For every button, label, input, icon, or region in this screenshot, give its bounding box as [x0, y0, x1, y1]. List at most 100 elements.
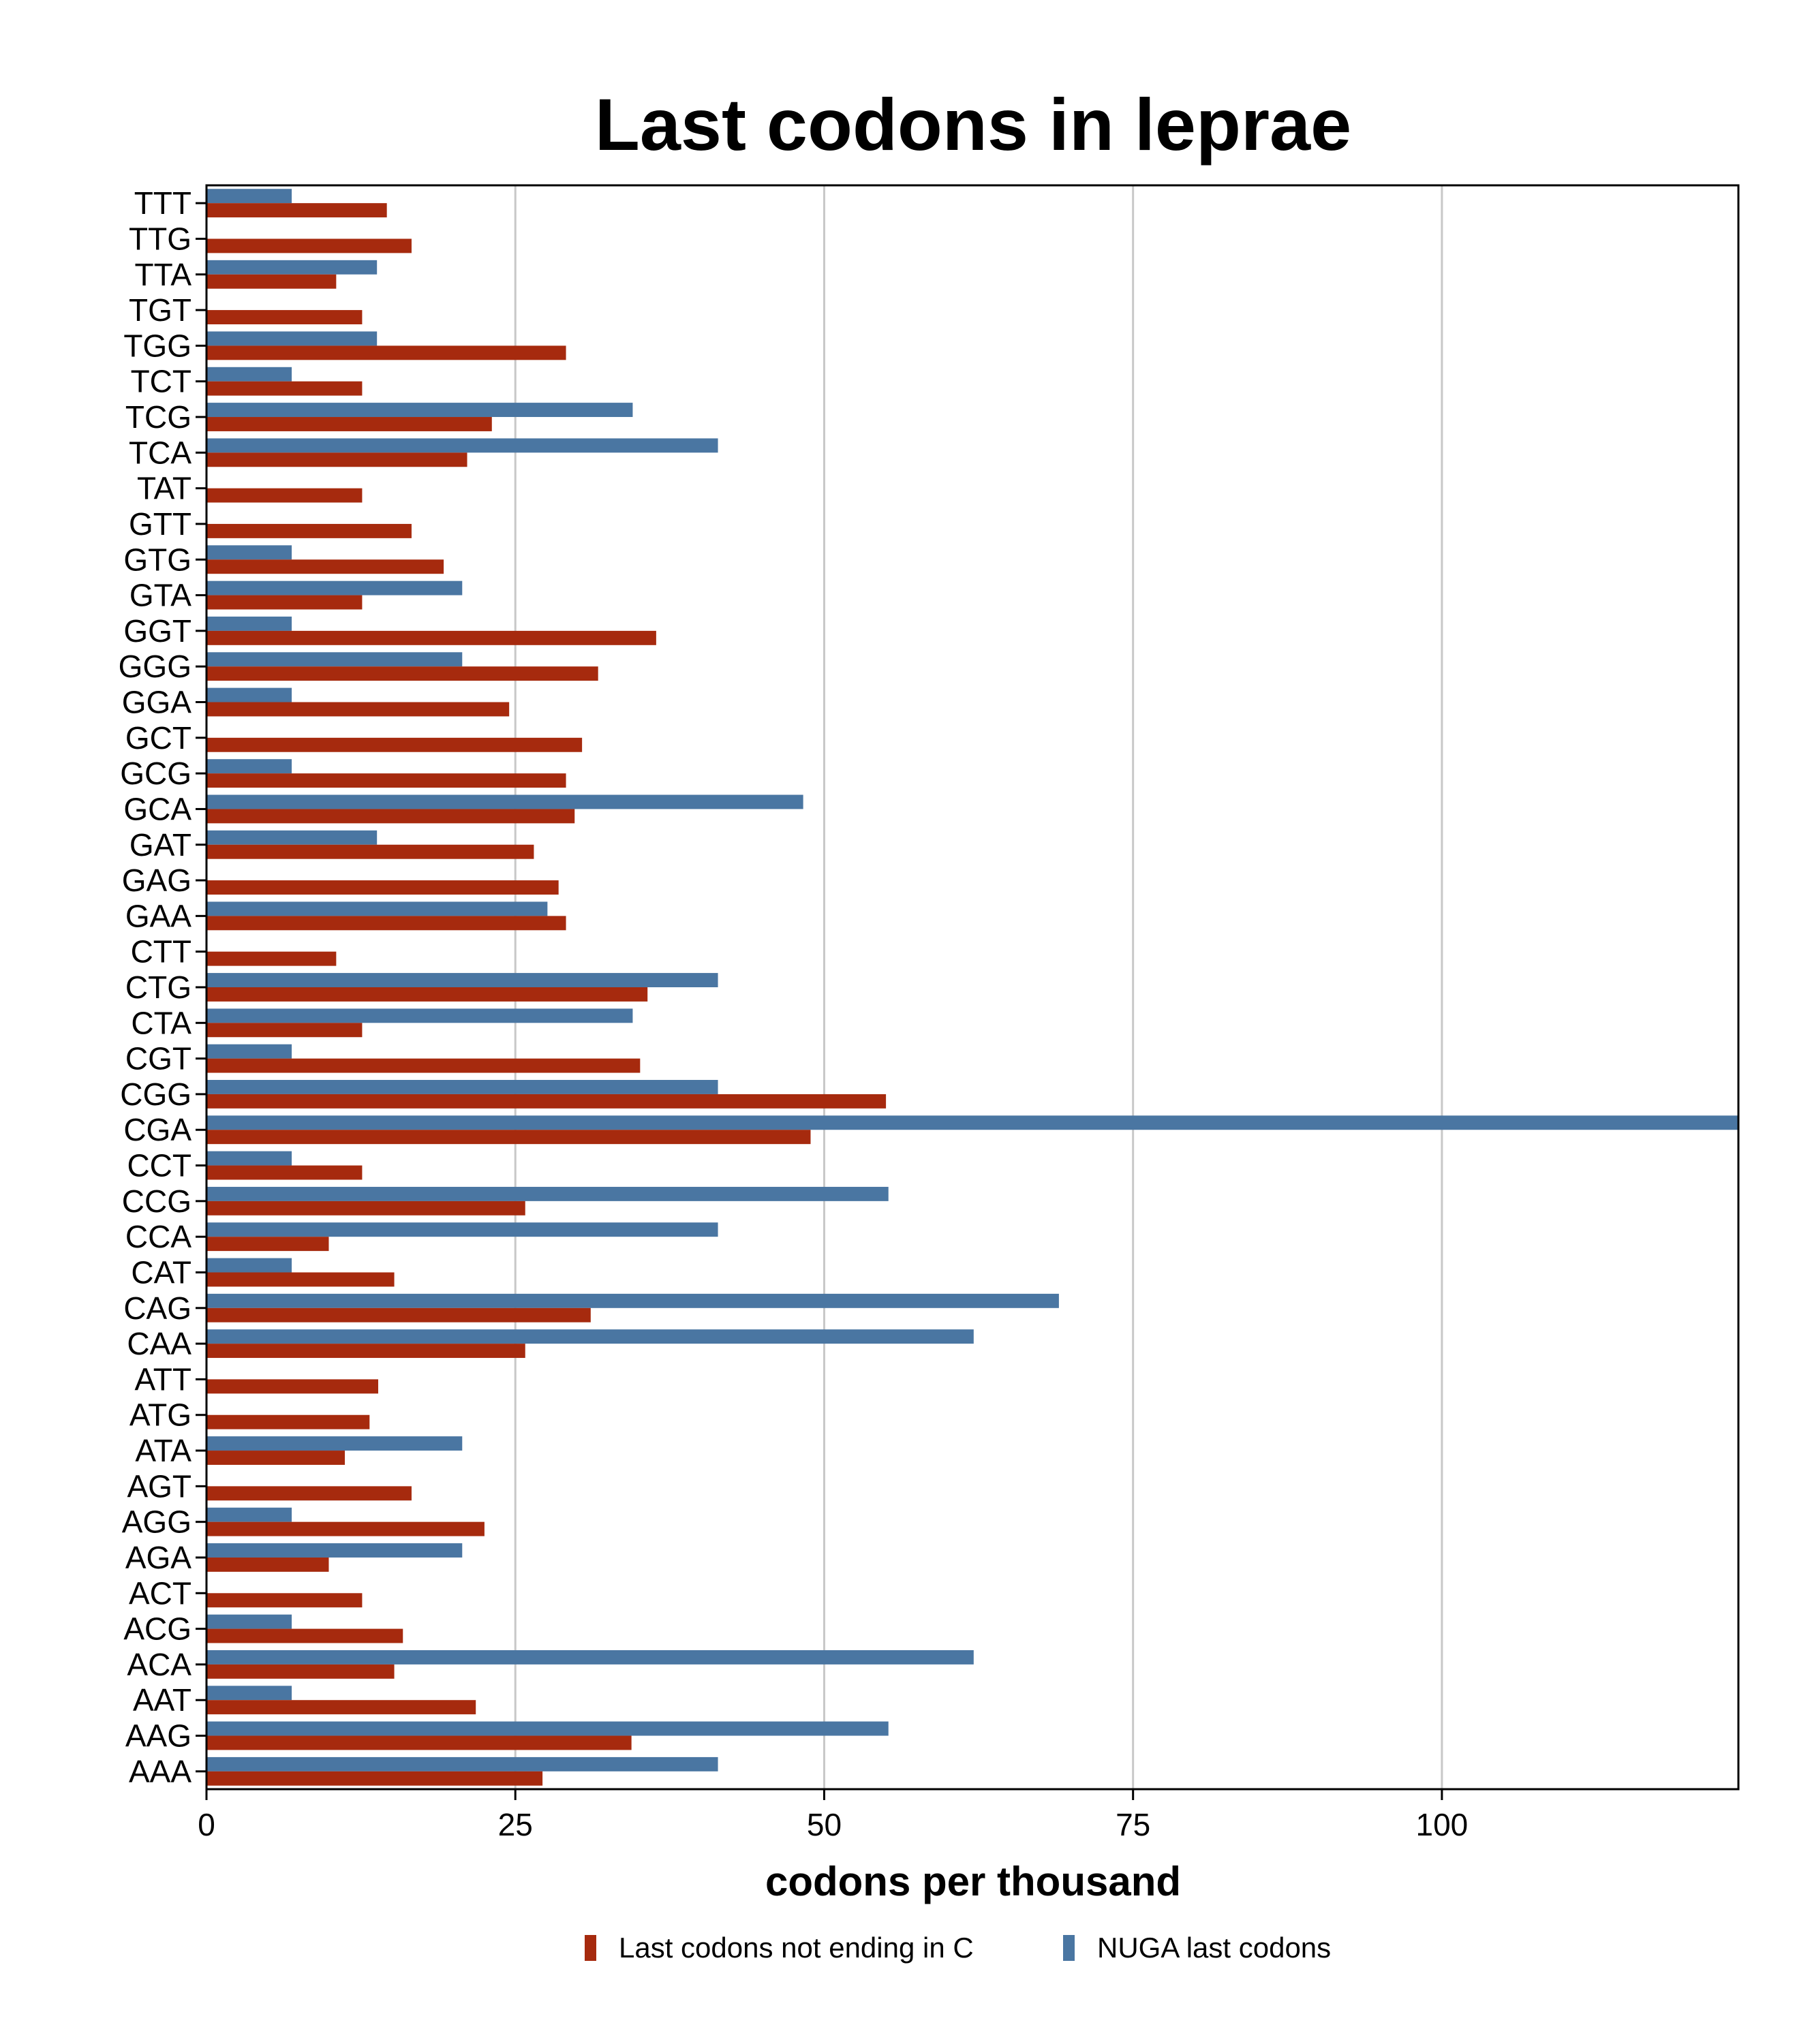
bar-nuga-GGA [206, 687, 292, 702]
bar-not-ending-c-TTT [206, 203, 387, 218]
bar-not-ending-c-TTA [206, 274, 337, 289]
bar-nuga-CCT [206, 1151, 292, 1166]
bar-not-ending-c-AAT [206, 1700, 476, 1715]
bar-not-ending-c-GAT [206, 844, 534, 859]
bar-nuga-GCG [206, 759, 292, 774]
y-tick-label: ATT [135, 1361, 191, 1397]
bar-not-ending-c-GGG [206, 666, 598, 681]
bar-not-ending-c-ATT [206, 1379, 378, 1394]
y-tick-label: CCA [125, 1219, 191, 1254]
bar-nuga-GCA [206, 794, 803, 809]
x-tick-label: 75 [1116, 1807, 1150, 1842]
bar-not-ending-c-AGG [206, 1521, 485, 1536]
x-axis-ticks: 0 25 50 75 100 [198, 1789, 1468, 1842]
legend: Last codons not ending in C NUGA last cod… [585, 1932, 1331, 1964]
y-tick-label: AAG [125, 1718, 191, 1754]
bar-not-ending-c-ATA [206, 1451, 345, 1465]
bar-nuga-TCG [206, 403, 633, 418]
legend-label: NUGA last codons [1097, 1932, 1331, 1964]
x-tick-label: 50 [807, 1807, 842, 1842]
bar-not-ending-c-TCT [206, 381, 363, 396]
y-tick-label: CTA [131, 1005, 191, 1040]
bar-not-ending-c-GTG [206, 559, 444, 574]
bar-nuga-CAA [206, 1329, 974, 1344]
bar-not-ending-c-GGT [206, 630, 656, 645]
bar-not-ending-c-CCG [206, 1201, 525, 1215]
bar-nuga-GAT [206, 830, 378, 845]
legend-label: Last codons not ending in C [619, 1932, 974, 1964]
bar-not-ending-c-GTA [206, 595, 363, 610]
y-tick-label: ATA [135, 1433, 191, 1468]
bar-nuga-TGG [206, 331, 378, 346]
y-tick-label: CAG [123, 1290, 191, 1326]
y-tick-label: TAT [137, 471, 191, 506]
y-tick-label: TCA [129, 435, 191, 470]
legend-swatch [585, 1935, 596, 1961]
bar-nuga-TCA [206, 438, 718, 453]
bar-nuga-AAT [206, 1686, 292, 1701]
y-tick-label: TGG [123, 328, 191, 363]
bar-nuga-CAT [206, 1258, 292, 1273]
y-tick-label: CTG [125, 970, 191, 1005]
bar-not-ending-c-CAG [206, 1307, 591, 1322]
bar-not-ending-c-CTG [206, 987, 648, 1002]
bar-nuga-AAG [206, 1721, 889, 1736]
y-tick-label: CCT [127, 1148, 191, 1183]
bar-not-ending-c-CTT [206, 951, 337, 966]
y-tick-label: TCG [125, 399, 191, 435]
bar-not-ending-c-GAA [206, 916, 566, 931]
y-tick-label: GGT [123, 613, 191, 649]
x-axis-label: codons per thousand [765, 1859, 1181, 1904]
bar-not-ending-c-CAT [206, 1272, 395, 1287]
bar-nuga-ATA [206, 1436, 463, 1451]
y-tick-label: CCG [122, 1183, 191, 1219]
y-tick-label: TTA [135, 257, 192, 292]
bar-nuga-AGG [206, 1507, 292, 1522]
bar-not-ending-c-AGT [206, 1486, 412, 1501]
bars [206, 189, 1738, 1786]
y-tick-label: AGG [122, 1504, 191, 1540]
y-tick-label: ACT [129, 1575, 191, 1611]
y-tick-label: AGA [125, 1540, 191, 1575]
bar-nuga-TTA [206, 260, 378, 275]
y-tick-label: CTT [131, 934, 191, 970]
bar-not-ending-c-TGT [206, 310, 363, 325]
y-tick-label: TCT [131, 364, 191, 399]
y-tick-label: CGA [123, 1112, 191, 1147]
x-tick-label: 25 [498, 1807, 533, 1842]
bar-nuga-CAG [206, 1293, 1059, 1308]
x-tick-label: 100 [1416, 1807, 1469, 1842]
y-tick-label: GAT [129, 827, 191, 863]
bar-nuga-CTG [206, 973, 718, 987]
bar-nuga-CTA [206, 1008, 633, 1023]
chart-title: Last codons in leprae [595, 83, 1351, 166]
bar-not-ending-c-AGA [206, 1557, 329, 1572]
bar-not-ending-c-AAA [206, 1771, 543, 1786]
bar-nuga-CCG [206, 1186, 889, 1201]
y-tick-label: CAT [131, 1254, 191, 1290]
bar-not-ending-c-ATG [206, 1414, 370, 1429]
bar-nuga-CCA [206, 1222, 718, 1237]
bar-not-ending-c-GGA [206, 702, 510, 717]
y-tick-label: TGT [129, 292, 191, 328]
y-tick-label: TTT [134, 185, 191, 221]
bar-nuga-AAA [206, 1756, 718, 1771]
y-tick-label: ACG [123, 1611, 191, 1647]
y-tick-label: GCT [125, 720, 191, 756]
bar-not-ending-c-CCA [206, 1237, 329, 1252]
bar-not-ending-c-CGA [206, 1130, 811, 1145]
y-tick-label: AAA [129, 1754, 191, 1789]
y-tick-label: GTG [123, 542, 191, 577]
bar-not-ending-c-CCT [206, 1165, 363, 1180]
y-tick-label: AAT [133, 1682, 191, 1718]
bar-nuga-ACG [206, 1614, 292, 1629]
bar-not-ending-c-TGG [206, 345, 566, 360]
bar-not-ending-c-GAG [206, 880, 559, 895]
bar-not-ending-c-CGG [206, 1094, 887, 1109]
y-tick-label: CGG [120, 1077, 191, 1112]
bar-not-ending-c-GCA [206, 809, 575, 824]
bar-nuga-TCT [206, 367, 292, 382]
bar-nuga-GTG [206, 545, 292, 560]
bar-nuga-GTA [206, 580, 463, 595]
